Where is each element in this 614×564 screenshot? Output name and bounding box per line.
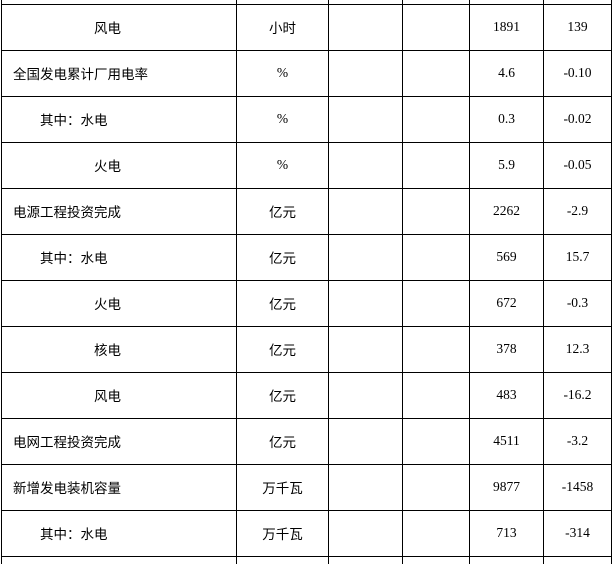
- indicator-cell: 其中：水电: [1, 95, 237, 143]
- empty-cell: [328, 95, 403, 143]
- empty-cell: [328, 325, 403, 373]
- value-cell: 2262: [469, 187, 544, 235]
- change-cell: 12.3: [543, 325, 612, 373]
- empty-cell: [328, 555, 403, 564]
- empty-cell: [328, 509, 403, 557]
- table-row: 其中：水电 % 0.3 -0.02: [1, 95, 612, 143]
- unit-cell: 亿元: [236, 279, 329, 327]
- change-cell: -2.9: [543, 187, 612, 235]
- empty-cell: [402, 141, 470, 189]
- value-cell: 1891: [469, 3, 544, 51]
- value-cell: 9877: [469, 463, 544, 511]
- empty-cell: [328, 279, 403, 327]
- indicator-cell: 电网工程投资完成: [1, 417, 237, 465]
- empty-cell: [402, 417, 470, 465]
- empty-cell: [328, 49, 403, 97]
- empty-cell: [402, 509, 470, 557]
- unit-cell: %: [236, 141, 329, 189]
- table-row: 电源工程投资完成 亿元 2262 -2.9: [1, 187, 612, 235]
- unit-cell: 亿元: [236, 325, 329, 373]
- unit-cell: 亿元: [236, 417, 329, 465]
- unit-cell: 亿元: [236, 371, 329, 419]
- indicator-cell: 风电: [1, 371, 237, 419]
- indicator-cell: 风电: [1, 3, 237, 51]
- table-row: 新增发电装机容量 万千瓦 9877 -1458: [1, 463, 612, 511]
- change-cell: -0.05: [543, 141, 612, 189]
- change-cell: 139: [543, 3, 612, 51]
- empty-cell: [1, 555, 237, 564]
- empty-cell: [328, 187, 403, 235]
- unit-cell: 小时: [236, 3, 329, 51]
- empty-cell: [543, 555, 612, 564]
- empty-cell: [328, 463, 403, 511]
- unit-cell: %: [236, 95, 329, 143]
- indicator-cell: 核电: [1, 325, 237, 373]
- unit-cell: %: [236, 49, 329, 97]
- change-cell: -314: [543, 509, 612, 557]
- table-row: 风电 亿元 483 -16.2: [1, 371, 612, 419]
- change-cell: -1458: [543, 463, 612, 511]
- empty-cell: [402, 463, 470, 511]
- partial-row-bottom: [1, 555, 612, 564]
- unit-cell: 万千瓦: [236, 509, 329, 557]
- change-cell: -0.3: [543, 279, 612, 327]
- unit-cell: 万千瓦: [236, 463, 329, 511]
- change-cell: -0.10: [543, 49, 612, 97]
- change-cell: -16.2: [543, 371, 612, 419]
- value-cell: 713: [469, 509, 544, 557]
- indicator-cell: 全国发电累计厂用电率: [1, 49, 237, 97]
- table-row: 其中：水电 亿元 569 15.7: [1, 233, 612, 281]
- unit-cell: 亿元: [236, 233, 329, 281]
- empty-cell: [236, 555, 329, 564]
- indicator-cell: 新增发电装机容量: [1, 463, 237, 511]
- change-cell: 15.7: [543, 233, 612, 281]
- empty-cell: [328, 371, 403, 419]
- table-row: 其中：水电 万千瓦 713 -314: [1, 509, 612, 557]
- value-cell: 672: [469, 279, 544, 327]
- empty-cell: [402, 233, 470, 281]
- table-row: 火电 亿元 672 -0.3: [1, 279, 612, 327]
- value-cell: 0.3: [469, 95, 544, 143]
- empty-cell: [469, 555, 544, 564]
- empty-cell: [328, 141, 403, 189]
- indicator-cell: 其中：水电: [1, 233, 237, 281]
- empty-cell: [402, 325, 470, 373]
- change-cell: -0.02: [543, 95, 612, 143]
- empty-cell: [328, 3, 403, 51]
- indicator-cell: 其中：水电: [1, 509, 237, 557]
- table-row: 电网工程投资完成 亿元 4511 -3.2: [1, 417, 612, 465]
- empty-cell: [328, 233, 403, 281]
- empty-cell: [402, 187, 470, 235]
- table-row: 全国发电累计厂用电率 % 4.6 -0.10: [1, 49, 612, 97]
- indicator-cell: 电源工程投资完成: [1, 187, 237, 235]
- empty-cell: [402, 555, 470, 564]
- indicator-cell: 火电: [1, 279, 237, 327]
- empty-cell: [402, 279, 470, 327]
- empty-cell: [402, 3, 470, 51]
- value-cell: 483: [469, 371, 544, 419]
- value-cell: 4.6: [469, 49, 544, 97]
- change-cell: -3.2: [543, 417, 612, 465]
- empty-cell: [402, 95, 470, 143]
- value-cell: 569: [469, 233, 544, 281]
- table-row: 风电 小时 1891 139: [1, 3, 612, 51]
- empty-cell: [328, 417, 403, 465]
- empty-cell: [402, 371, 470, 419]
- indicator-cell: 火电: [1, 141, 237, 189]
- table-row: 火电 % 5.9 -0.05: [1, 141, 612, 189]
- value-cell: 378: [469, 325, 544, 373]
- value-cell: 4511: [469, 417, 544, 465]
- unit-cell: 亿元: [236, 187, 329, 235]
- value-cell: 5.9: [469, 141, 544, 189]
- empty-cell: [402, 49, 470, 97]
- table-row: 核电 亿元 378 12.3: [1, 325, 612, 373]
